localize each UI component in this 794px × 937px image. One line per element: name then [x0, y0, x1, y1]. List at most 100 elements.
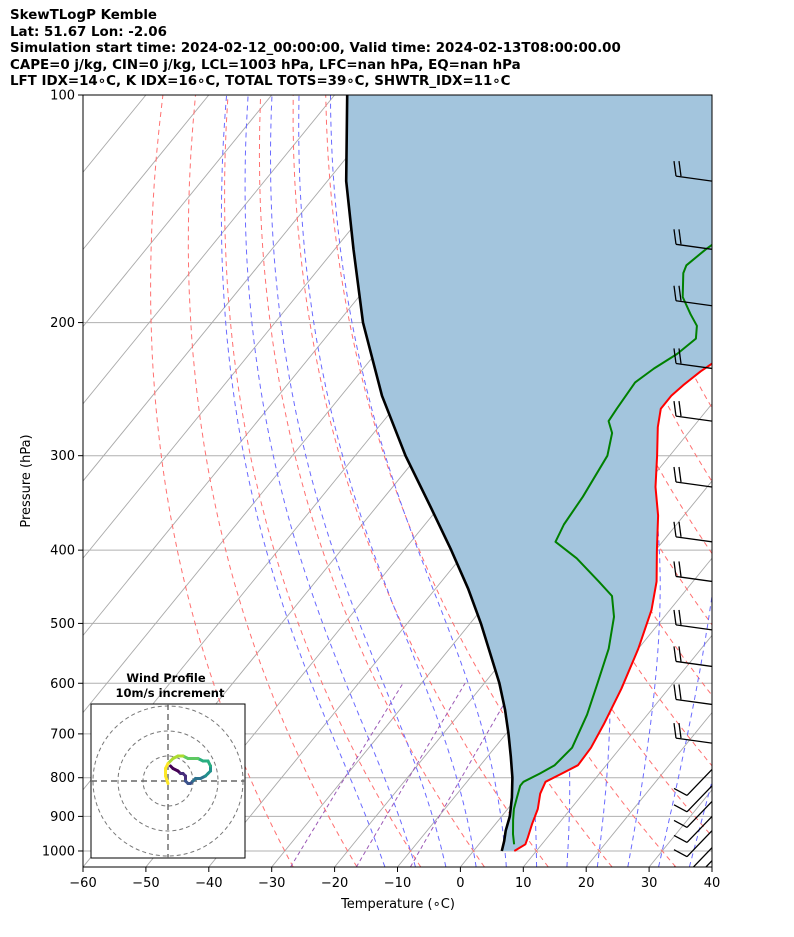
wind-barb [707, 95, 712, 96]
moist-adiabat-line [244, 95, 416, 867]
moist-adiabat-line [720, 95, 794, 867]
wind-barb-flag [678, 285, 682, 301]
moist-adiabat-line [688, 779, 712, 867]
inset-subtitle: 10m/s increment [116, 686, 225, 700]
wind-barb [673, 348, 712, 370]
wind-barb-flag [678, 161, 682, 177]
stability-indices-line: CAPE=0 j/kg, CIN=0 j/kg, LCL=1003 hPa, L… [10, 57, 521, 73]
moist-adiabat-line [298, 95, 477, 867]
wind-barb-flag [678, 521, 682, 537]
mixing-ratio-line [290, 683, 404, 867]
wind-barb-staff [675, 536, 712, 543]
wind-barb-staff [675, 575, 712, 583]
x-tick-label: 40 [704, 876, 721, 891]
wind-barb [673, 521, 712, 543]
wind-barb [674, 860, 712, 887]
wind-profile-inset: Wind Profile 10m/s increment [90, 671, 246, 859]
x-tick-label: 20 [578, 876, 595, 891]
wind-barb-flag [678, 229, 682, 245]
wind-barb [673, 609, 712, 631]
isotherm-line [775, 95, 794, 867]
isotherm-line [585, 711, 712, 867]
dry-adiabat-line [187, 95, 358, 867]
chart-header: SkewTLogP Kemble Lat: 51.67 Lon: -2.06 S… [10, 8, 621, 91]
wind-barb-flag [678, 646, 682, 662]
wind-barb-flag [678, 684, 682, 700]
wind-barb-flag [678, 348, 682, 364]
x-tick-label: −20 [321, 876, 348, 891]
x-tick-label: −50 [132, 876, 159, 891]
isotherm-line [711, 866, 712, 867]
dry-adiabat-line [782, 95, 794, 867]
wind-barb [673, 830, 712, 858]
dry-adiabat-line [258, 95, 485, 867]
wind-barb [673, 561, 712, 583]
wind-barb-staff [705, 860, 712, 867]
wind-barb [673, 161, 712, 182]
wind-barbs [673, 95, 712, 887]
y-tick-label: 300 [50, 449, 75, 464]
wind-barb-flag [673, 834, 688, 843]
hodograph-segment [164, 774, 170, 785]
wind-barb [673, 285, 712, 307]
wind-barb [673, 801, 712, 829]
wind-barb-staff [675, 300, 712, 307]
wind-barb [673, 768, 712, 796]
wind-barb-staff [675, 362, 712, 370]
wind-barb-flag [673, 804, 688, 813]
wind-barb-staff [675, 415, 712, 422]
wind-barb [673, 401, 712, 422]
plot-area [83, 95, 794, 887]
x-tick-label: −60 [69, 876, 96, 891]
wind-barb [673, 847, 712, 867]
x-tick-label: 10 [515, 876, 532, 891]
y-tick-label: 500 [50, 617, 75, 632]
x-axis-label: Temperature (∘C) [340, 897, 455, 912]
dry-adiabat-line [553, 95, 712, 483]
thermo-indices-line: LFT IDX=14∘C, K IDX=16∘C, TOTAL TOTS=39∘… [10, 74, 511, 89]
isotherm-line [83, 95, 398, 482]
wind-barb-staff [686, 801, 712, 828]
wind-barb [673, 466, 712, 488]
wind-barb-staff [707, 95, 712, 96]
dry-adiabat-line [749, 95, 794, 867]
moist-adiabat-line [545, 95, 661, 867]
moist-adiabat-line [220, 95, 386, 867]
x-tick-label: 0 [456, 876, 464, 891]
cape-cin-shading [346, 95, 712, 851]
wind-barb [673, 785, 712, 813]
wind-barb-flag [673, 819, 688, 829]
wind-barb-flag [673, 849, 688, 858]
wind-barb-flag [678, 561, 682, 577]
hodograph-ring [117, 730, 219, 832]
time-line: Simulation start time: 2024-02-12_00:00:… [10, 41, 621, 56]
wind-barb-flag [674, 880, 687, 887]
wind-barb-flag [678, 466, 682, 483]
wind-barb-staff [686, 815, 712, 843]
wind-barb-flag [673, 787, 688, 796]
y-tick-label: 900 [50, 810, 75, 825]
wind-barb-flag [673, 229, 677, 245]
x-tick-label: 30 [641, 876, 658, 891]
wind-barb-flag [673, 348, 677, 364]
y-tick-label: 600 [50, 677, 75, 692]
wind-barb-staff [675, 175, 712, 182]
wind-barb [673, 684, 712, 706]
wind-barb [673, 646, 712, 668]
wind-barb-flag [678, 723, 682, 739]
y-tick-label: 100 [50, 89, 75, 104]
wind-barb-staff [675, 698, 712, 706]
temperature-profile-line [513, 362, 712, 852]
parcel-profile-line [344, 95, 514, 852]
wind-barb-staff [675, 660, 712, 668]
y-tick-label: 800 [50, 771, 75, 786]
isotherm-line [397, 480, 712, 867]
wind-barb-flag [673, 466, 677, 483]
wind-barb-flag [673, 521, 677, 537]
wind-barb-flag [673, 161, 677, 177]
isotherm-line [83, 95, 273, 328]
moist-adiabat-line [269, 95, 447, 867]
x-tick-label: −30 [258, 876, 285, 891]
wind-barb-flag [673, 609, 677, 625]
